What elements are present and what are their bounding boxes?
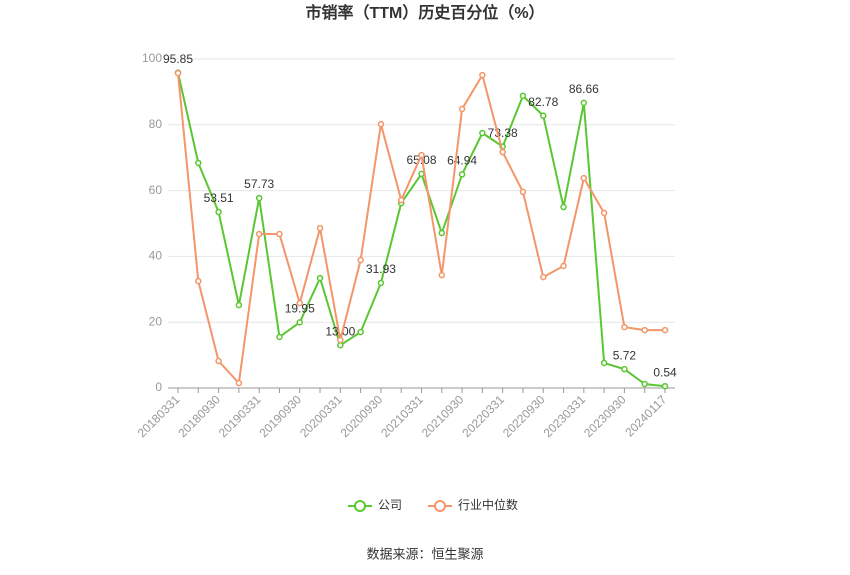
- point: [540, 112, 547, 119]
- x-tick-label: 20220331: [459, 392, 507, 440]
- point: [195, 159, 202, 167]
- point: [316, 224, 324, 232]
- point: [337, 336, 344, 344]
- point: [479, 71, 486, 79]
- point: [560, 203, 567, 211]
- x-tick-label: 20230930: [581, 392, 629, 440]
- data-label: 64.94: [447, 154, 477, 168]
- point: [641, 326, 648, 334]
- x-tick-label: 20210930: [419, 392, 467, 440]
- point: [641, 380, 648, 388]
- point: [215, 208, 222, 216]
- point: [357, 256, 364, 264]
- data-label: 53.51: [204, 191, 234, 205]
- point: [458, 171, 466, 178]
- series-line: [177, 72, 666, 388]
- data-label: 86.66: [569, 82, 599, 96]
- data-label: 13.00: [325, 324, 355, 338]
- point: [458, 105, 466, 113]
- legend-label: 公司: [378, 498, 402, 512]
- data-label: 5.72: [613, 348, 637, 362]
- point: [519, 188, 527, 196]
- x-tick-label: 20180930: [175, 392, 223, 440]
- point: [235, 301, 243, 309]
- point: [357, 328, 364, 336]
- y-tick-label: 60: [149, 183, 163, 197]
- y-tick-label: 40: [149, 249, 163, 263]
- point: [255, 194, 263, 202]
- point: [580, 174, 588, 182]
- data-label: 0.54: [653, 365, 677, 379]
- y-tick-label: 0: [155, 380, 162, 394]
- x-tick-label: 20200930: [338, 392, 386, 440]
- point: [540, 273, 547, 281]
- point: [174, 69, 182, 77]
- point: [255, 230, 263, 238]
- point: [296, 319, 303, 326]
- point: [438, 229, 446, 237]
- point: [600, 359, 608, 367]
- data-label: 19.95: [285, 302, 315, 316]
- y-tick-label: 80: [149, 117, 163, 131]
- legend-label: 行业中位数: [458, 497, 518, 512]
- x-tick-label: 20200331: [297, 392, 345, 440]
- x-tick-label: 20210331: [378, 392, 426, 440]
- x-tick-label: 20190930: [256, 392, 304, 440]
- point: [276, 230, 283, 238]
- point: [296, 299, 303, 307]
- point: [397, 196, 405, 204]
- chart-title: 市销率（TTM）历史百分位（%）: [305, 3, 544, 22]
- legend-marker: [434, 500, 446, 512]
- point: [519, 92, 527, 100]
- data-label: 82.78: [528, 95, 558, 109]
- point: [377, 279, 385, 287]
- data-label: 73.38: [488, 126, 518, 140]
- point: [235, 379, 243, 387]
- point: [337, 341, 344, 349]
- x-tick-label: 20230331: [541, 392, 589, 440]
- series-line: [177, 72, 665, 386]
- point: [418, 170, 425, 178]
- y-tick-label: 100: [142, 51, 162, 65]
- point: [438, 271, 446, 279]
- point: [215, 357, 222, 365]
- x-tick-label: 20220930: [500, 392, 548, 440]
- x-tick-label: 20240117: [622, 392, 669, 439]
- legend-marker: [354, 500, 366, 512]
- x-tick-label: 20180331: [135, 392, 183, 440]
- y-tick-label: 20: [149, 314, 163, 328]
- point: [316, 274, 324, 282]
- point: [600, 209, 608, 217]
- point: [580, 99, 588, 107]
- x-tick-label: 20190331: [216, 392, 264, 440]
- point: [479, 129, 486, 137]
- point: [560, 262, 567, 270]
- point: [418, 151, 425, 159]
- data-label: 95.85: [163, 52, 193, 66]
- point: [276, 333, 283, 341]
- point: [377, 120, 385, 128]
- point: [661, 382, 669, 390]
- point: [661, 326, 669, 334]
- data-label: 31.93: [366, 262, 396, 276]
- point: [621, 323, 628, 331]
- point: [621, 365, 628, 373]
- point: [195, 277, 202, 285]
- data-label: 57.73: [244, 177, 274, 191]
- source: 数据来源：恒生聚源: [366, 546, 483, 561]
- point: [499, 148, 506, 156]
